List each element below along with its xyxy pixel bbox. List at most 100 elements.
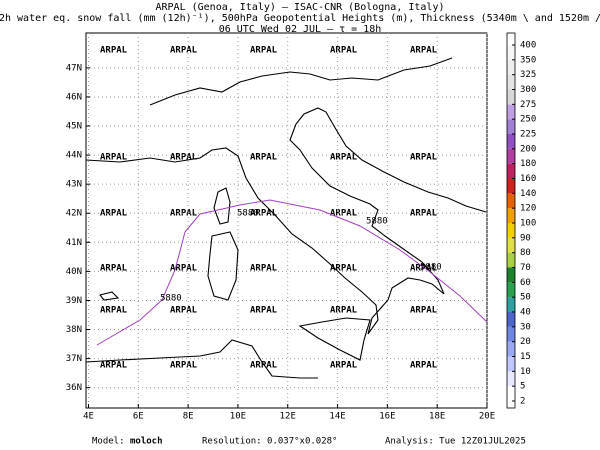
colorbar-label: 350 bbox=[520, 55, 536, 65]
watermark: ARPAL bbox=[330, 153, 358, 163]
colorbar-swatch bbox=[507, 237, 515, 253]
watermark: ARPAL bbox=[410, 361, 438, 371]
watermark: ARPAL bbox=[170, 361, 198, 371]
colorbar-label: 15 bbox=[520, 352, 531, 362]
y-tick-label: 42N bbox=[66, 209, 82, 219]
colorbar-label: 60 bbox=[520, 278, 531, 288]
colorbar-swatch bbox=[507, 341, 515, 357]
coastlines bbox=[85, 57, 487, 379]
colorbar-swatch bbox=[507, 178, 515, 194]
colorbar-label: 275 bbox=[520, 100, 536, 110]
header-line: ARPAL (Genoa, Italy) – ISAC-CNR (Bologna… bbox=[156, 2, 445, 13]
footer-model: moloch bbox=[130, 437, 163, 447]
border bbox=[149, 57, 453, 106]
watermark: ARPAL bbox=[330, 209, 358, 219]
colorbar-label: 120 bbox=[520, 204, 536, 214]
colorbar-label: 40 bbox=[520, 308, 531, 318]
plot-area: ARPAL ARPAL ARPAL ARPAL ARPAL ARPAL ARPAL ARPAL… bbox=[66, 32, 495, 422]
y-tick-label: 41N bbox=[66, 238, 82, 248]
watermark: ARPAL bbox=[250, 46, 278, 56]
colorbar-swatch bbox=[507, 89, 515, 105]
contour-label: 5880 bbox=[160, 294, 182, 304]
colorbar-swatch bbox=[507, 74, 515, 90]
colorbar-label: 80 bbox=[520, 248, 531, 258]
colorbar-swatch bbox=[507, 163, 515, 179]
colorbar-swatch bbox=[507, 267, 515, 283]
colorbar-swatch bbox=[507, 59, 515, 75]
x-tick-label: 16E bbox=[379, 412, 395, 422]
header-line: 12h water eq. snow fall (mm (12h)⁻¹), 50… bbox=[0, 13, 600, 24]
colorbar-label: 70 bbox=[520, 263, 531, 273]
watermark: ARPAL bbox=[330, 264, 358, 274]
y-tick-label: 36N bbox=[66, 383, 82, 393]
colorbar-swatch bbox=[507, 208, 515, 223]
x-tick-label: 18E bbox=[429, 412, 445, 422]
contour-label: 5880 bbox=[366, 217, 388, 227]
colorbar-label: 100 bbox=[520, 219, 536, 229]
y-tick-label: 46N bbox=[66, 92, 82, 102]
corsica bbox=[213, 187, 231, 225]
watermark: ARPAL bbox=[330, 306, 358, 316]
africa-coast bbox=[85, 339, 318, 379]
watermark: ARPAL bbox=[410, 153, 438, 163]
colorbar-swatch bbox=[507, 282, 515, 298]
colorbar-label: 30 bbox=[520, 322, 531, 332]
y-tick-label: 38N bbox=[66, 325, 82, 335]
y-tick-label: 43N bbox=[66, 180, 82, 190]
watermark: ARPAL bbox=[250, 209, 278, 219]
plot-frame bbox=[85, 32, 488, 409]
y-tick-label: 45N bbox=[66, 122, 82, 132]
colorbar-label: 200 bbox=[520, 144, 536, 154]
watermark: ARPAL bbox=[410, 46, 438, 56]
footer-resolution: Resolution: 0.037°x0.028° bbox=[202, 437, 337, 447]
colorbar-label: 50 bbox=[520, 293, 531, 303]
watermark: ARPAL bbox=[170, 153, 198, 163]
x-tick-label: 20E bbox=[479, 412, 495, 422]
watermark: ARPAL bbox=[410, 306, 438, 316]
colorbar-label: 2 bbox=[520, 397, 525, 407]
x-tick-label: 4E bbox=[83, 412, 94, 422]
watermark: ARPAL bbox=[170, 306, 198, 316]
watermark: ARPAL bbox=[100, 46, 128, 56]
colorbar-label: 5 bbox=[520, 382, 525, 392]
x-tick-label: 6E bbox=[133, 412, 144, 422]
watermark: ARPAL bbox=[100, 264, 128, 274]
colorbar-swatch bbox=[507, 119, 515, 134]
sicily bbox=[298, 317, 371, 361]
watermark: ARPAL bbox=[330, 361, 358, 371]
island bbox=[99, 291, 120, 301]
colorbar-swatch bbox=[507, 134, 515, 149]
colorbar-label: 90 bbox=[520, 233, 531, 243]
watermark: ARPAL bbox=[250, 153, 278, 163]
colorbar-swatch bbox=[507, 252, 515, 268]
watermark: ARPAL bbox=[170, 264, 198, 274]
watermark: ARPAL bbox=[100, 361, 128, 371]
colorbar-label: 160 bbox=[520, 174, 536, 184]
coastline bbox=[85, 107, 487, 335]
colorbar-label: 180 bbox=[520, 159, 536, 169]
sardinia bbox=[207, 231, 239, 301]
watermark: ARPAL bbox=[170, 46, 198, 56]
header-line: 06 UTC Wed 02 JUL – τ = 18h bbox=[219, 24, 382, 35]
colorbar-label: 140 bbox=[520, 189, 536, 199]
watermark: ARPAL bbox=[410, 264, 438, 274]
colorbar-swatch bbox=[507, 45, 515, 60]
watermark: ARPAL bbox=[250, 264, 278, 274]
colorbar-swatch bbox=[507, 223, 515, 238]
colorbar-swatch bbox=[507, 356, 515, 372]
colorbar-label: 250 bbox=[520, 115, 536, 125]
footer-label: Model: bbox=[92, 437, 125, 447]
y-tick-label: 40N bbox=[66, 267, 82, 277]
watermark: ARPAL bbox=[100, 153, 128, 163]
x-tick-label: 10E bbox=[230, 412, 246, 422]
y-tick-label: 39N bbox=[66, 296, 82, 306]
colorbar: 2 5 10 15 20 30 40 50 60 70 80 90 100 120 140 160 180 200… bbox=[506, 32, 536, 409]
watermark: ARPAL bbox=[250, 306, 278, 316]
colorbar-frame bbox=[506, 32, 516, 409]
colorbar-swatch bbox=[507, 386, 515, 401]
colorbar-swatch bbox=[507, 104, 515, 120]
colorbar-swatch bbox=[507, 193, 515, 209]
y-tick-label: 37N bbox=[66, 354, 82, 364]
y-tick-label: 44N bbox=[66, 151, 82, 161]
colorbar-swatch bbox=[507, 148, 515, 164]
